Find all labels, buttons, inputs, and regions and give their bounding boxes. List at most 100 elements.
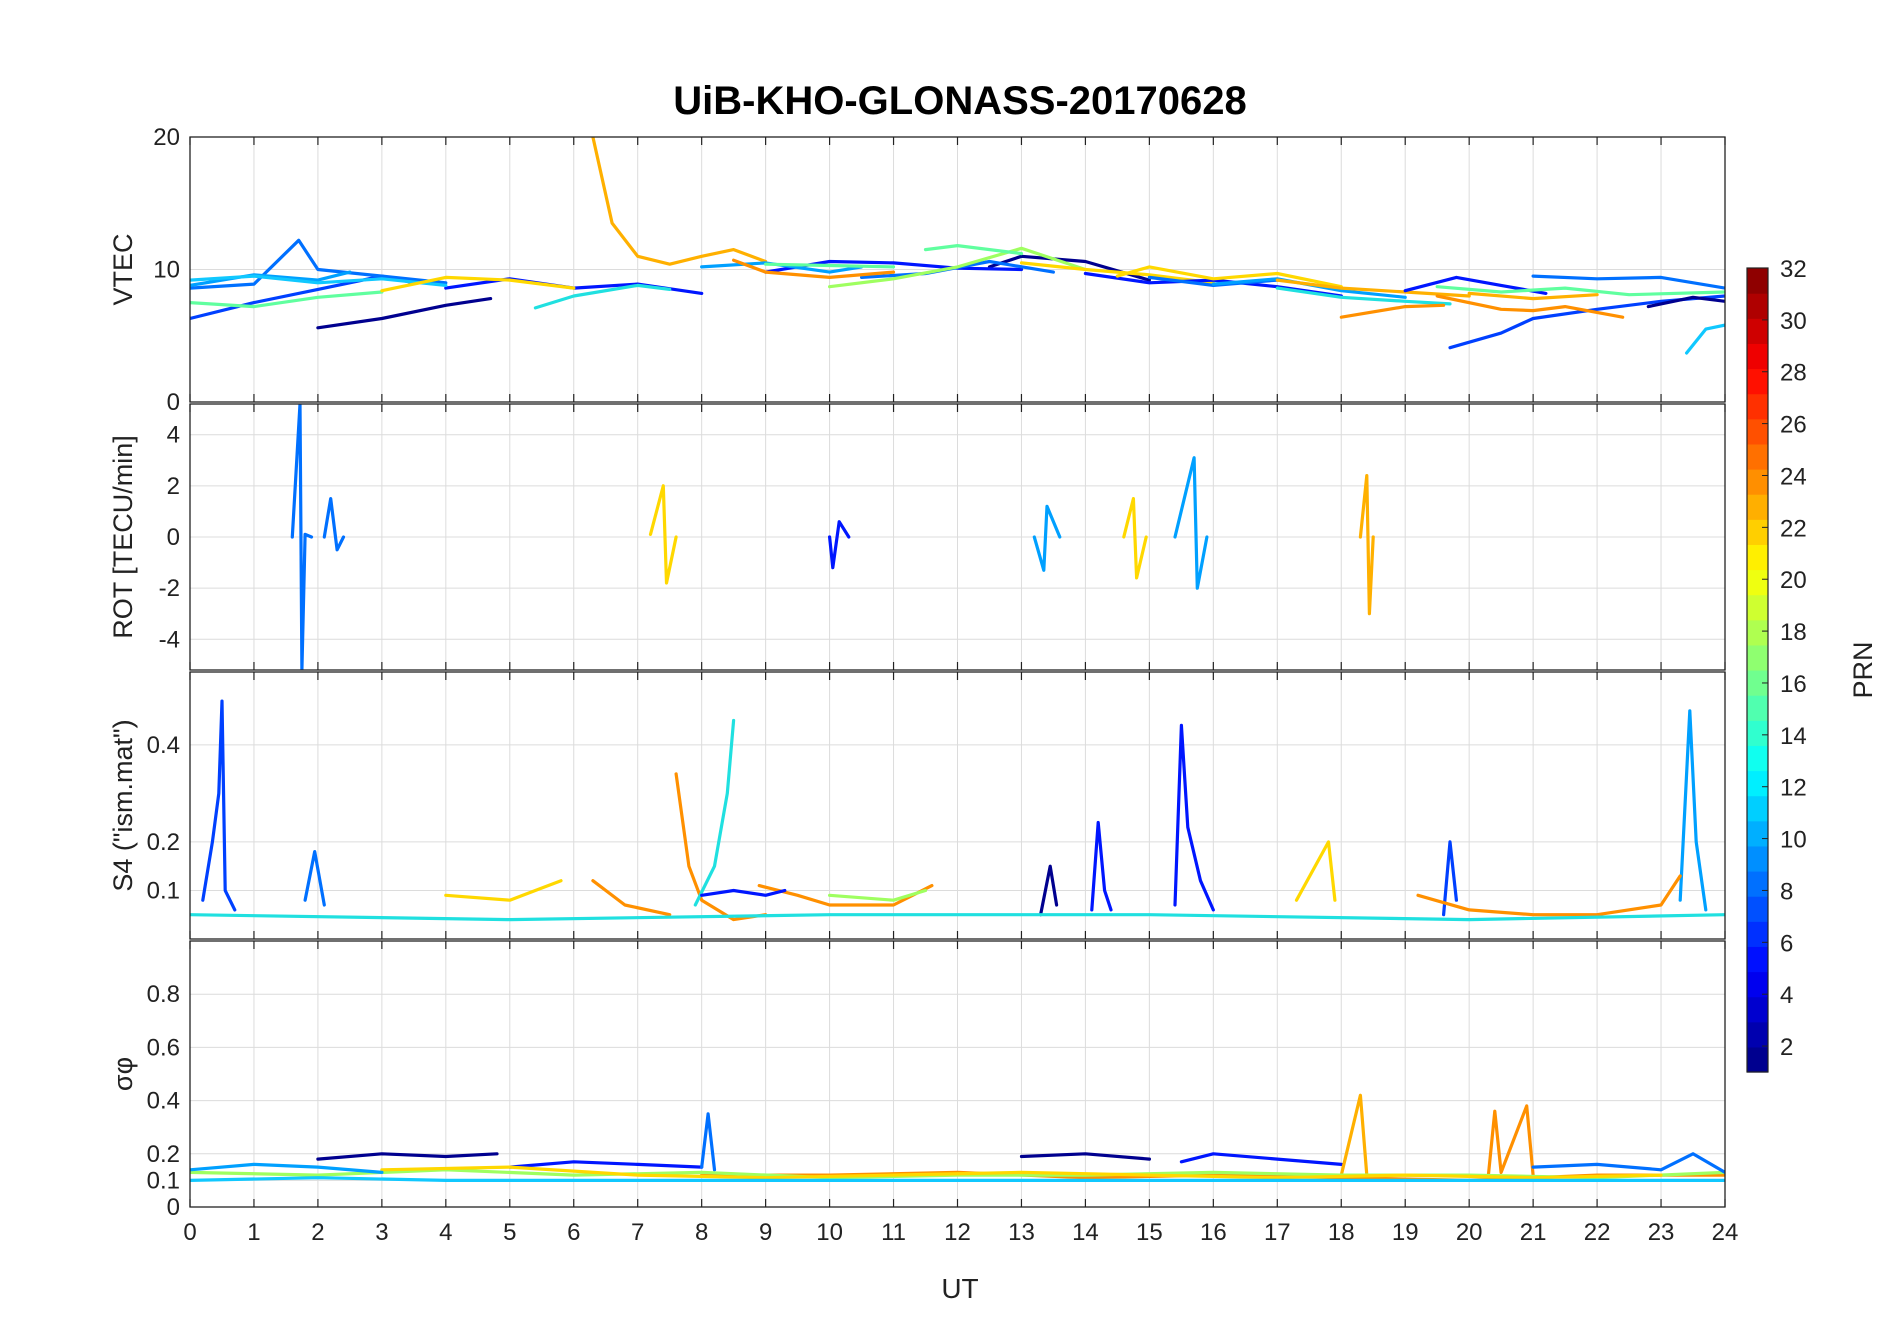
series-group	[290, 404, 1375, 670]
y-tick-label: 0.4	[147, 1088, 180, 1115]
x-tick-label: 1	[247, 1219, 260, 1246]
series-line	[1179, 1152, 1343, 1166]
series-line	[316, 1152, 499, 1161]
colorbar-tick-label: 22	[1780, 515, 1807, 542]
y-tick-label: 0.8	[147, 981, 180, 1008]
series-line	[1275, 286, 1452, 306]
colorbar-segment	[1747, 896, 1768, 922]
x-axis-label: UT	[941, 1273, 978, 1304]
series-line	[693, 718, 736, 907]
panel-1: -4 -2 0 2 4 ROT [TECU/min]	[108, 403, 1726, 671]
panel-0: 0 10 20 VTEC	[108, 124, 1726, 416]
colorbar-segment	[1747, 1046, 1768, 1073]
colorbar-segment	[1747, 469, 1768, 495]
colorbar-segment	[1747, 418, 1768, 445]
series-line	[380, 275, 576, 293]
x-tick-label: 18	[1328, 1219, 1355, 1246]
y-tick-label: 0.1	[147, 1167, 180, 1194]
chart-title: UiB-KHO-GLONASS-20170628	[673, 79, 1247, 123]
series-line	[1435, 285, 1725, 297]
colorbar-tick-label: 4	[1780, 982, 1793, 1009]
y-tick-label: -4	[159, 626, 180, 653]
colorbar-tick-label: 16	[1780, 671, 1807, 698]
x-tick-label: 13	[1008, 1219, 1035, 1246]
y-tick-label: 0.2	[147, 829, 180, 856]
colorbar-segment	[1747, 644, 1768, 671]
colorbar-tick-label: 14	[1780, 723, 1807, 750]
y-tick-label: 0.4	[147, 732, 180, 759]
x-tick-label: 22	[1584, 1219, 1611, 1246]
series-line	[1448, 294, 1725, 350]
series-line	[828, 520, 851, 570]
series-line	[700, 1112, 717, 1172]
series-line	[591, 137, 768, 266]
series-line	[444, 879, 563, 902]
series-line	[1090, 820, 1113, 912]
colorbar-segment	[1747, 569, 1768, 596]
panel-3: 00.10.2 0.4 0.6 0.8 σφ	[108, 940, 1726, 1221]
x-tick-label: 4	[439, 1219, 452, 1246]
colorbar-segment	[1747, 619, 1768, 646]
colorbar-segment	[1747, 443, 1768, 470]
series-line	[1358, 474, 1375, 616]
x-tick-label: 8	[695, 1219, 708, 1246]
series-line	[1173, 456, 1209, 590]
series-line	[380, 1165, 1663, 1180]
series-line	[1173, 723, 1215, 912]
y-tick-label: 10	[153, 257, 180, 284]
series-line	[1122, 497, 1148, 580]
series-group	[190, 137, 1725, 355]
series-line	[190, 238, 448, 290]
series-line	[1416, 874, 1682, 917]
series-line	[190, 290, 384, 309]
series-line	[1646, 295, 1725, 309]
colorbar-tick-label: 24	[1780, 463, 1807, 490]
series-line	[201, 699, 237, 912]
colorbar-segment	[1747, 745, 1768, 772]
series-line	[190, 913, 1725, 922]
y-tick-label: 2	[167, 473, 180, 500]
colorbar-tick-label: 10	[1780, 827, 1807, 854]
series-line	[591, 879, 672, 917]
series-line	[190, 270, 352, 287]
series-line	[674, 772, 768, 922]
colorbar-tick-label: 6	[1780, 930, 1793, 957]
series-line	[1115, 265, 1343, 289]
series-group	[190, 699, 1725, 922]
series-line	[1275, 278, 1471, 298]
x-tick-label: 12	[944, 1219, 971, 1246]
series-line	[1678, 709, 1708, 912]
series-line	[1019, 1152, 1151, 1161]
x-tick-label: 3	[375, 1219, 388, 1246]
x-tick-label: 21	[1520, 1219, 1547, 1246]
colorbar-segment	[1747, 946, 1768, 973]
colorbar-segment	[1747, 921, 1768, 947]
series-line	[764, 262, 896, 269]
y-tick-label: 20	[153, 124, 180, 151]
y-tick-label: 0	[167, 524, 180, 551]
colorbar-tick-label: 30	[1780, 308, 1807, 335]
x-tick-label: 14	[1072, 1219, 1099, 1246]
colorbar-segment	[1747, 293, 1768, 319]
x-tick-label: 24	[1712, 1219, 1739, 1246]
x-tick-label: 19	[1392, 1219, 1419, 1246]
series-line	[1435, 294, 1625, 319]
y-tick-label: 0.1	[147, 877, 180, 904]
series-line	[533, 283, 672, 310]
series-line	[316, 297, 493, 330]
series-line	[700, 261, 864, 274]
y-tick-label: 0.2	[147, 1141, 180, 1168]
series-line	[828, 246, 1087, 289]
x-tick-label: 0	[183, 1219, 196, 1246]
x-tick-label: 15	[1136, 1219, 1163, 1246]
colorbar-segment	[1747, 318, 1768, 344]
colorbar-segment	[1747, 971, 1768, 998]
x-tick-label: 20	[1456, 1219, 1483, 1246]
colorbar-segment	[1747, 544, 1768, 571]
series-line	[303, 850, 326, 907]
series-line	[1019, 261, 1215, 285]
y-axis-label: σφ	[108, 1057, 138, 1091]
colorbar-tick-label: 32	[1780, 256, 1807, 283]
colorbar-segment	[1747, 695, 1768, 721]
